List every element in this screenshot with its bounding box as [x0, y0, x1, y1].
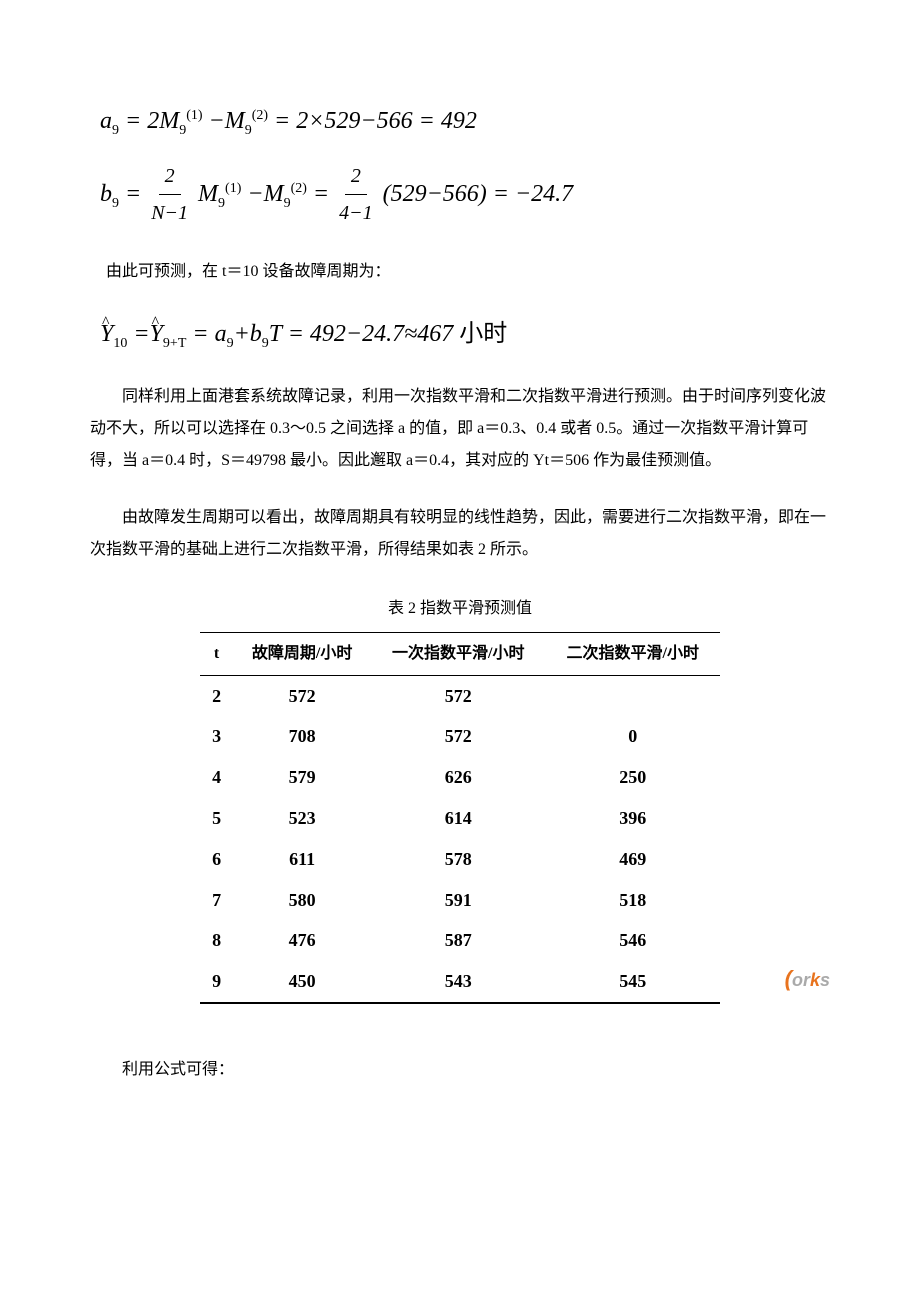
- table-header-row: t 故障周期/小时 一次指数平滑/小时 二次指数平滑/小时: [200, 632, 720, 675]
- table-cell: 518: [546, 880, 721, 921]
- equation-block-1: a9 = 2M9(1) −M9(2) = 2×529−566 = 492 b9 …: [90, 100, 830, 231]
- table-cell: 543: [371, 961, 545, 1003]
- table-cell: 611: [233, 839, 371, 880]
- table-cell: 4: [200, 757, 233, 798]
- table-cell: 2: [200, 675, 233, 716]
- table-cell: 6: [200, 839, 233, 880]
- table-row: 3 708 572 0: [200, 716, 720, 757]
- table-cell: 9: [200, 961, 233, 1003]
- table-cell: 591: [371, 880, 545, 921]
- paragraph-prediction-intro: 由此可预测，在 t＝10 设备故障周期为：: [90, 256, 830, 288]
- equation-b9: b9 = 2 N−1 M9(1) −M9(2) = 2 4−1 (529−566…: [100, 158, 830, 231]
- table-wrapper: t 故障周期/小时 一次指数平滑/小时 二次指数平滑/小时 2 572 572 …: [90, 632, 830, 1004]
- table-row: 2 572 572: [200, 675, 720, 716]
- table-cell: 450: [233, 961, 371, 1003]
- table-cell: 250: [546, 757, 721, 798]
- equation-y10: Y10 =Y9+T = a9+b9T = 492−24.7≈467 小时: [100, 313, 830, 356]
- fraction-denominator: N−1: [145, 195, 194, 231]
- table-cell: 476: [233, 920, 371, 961]
- table-header: 故障周期/小时: [233, 632, 371, 675]
- equation-block-2: Y10 =Y9+T = a9+b9T = 492−24.7≈467 小时: [90, 313, 830, 356]
- table-cell: 8: [200, 920, 233, 961]
- paragraph-formula-intro: 利用公式可得：: [90, 1054, 830, 1086]
- equation-text: (529−566) = −24.7: [383, 173, 574, 216]
- table-caption: 表 2 指数平滑预测值: [90, 596, 830, 622]
- table-cell: 5: [200, 798, 233, 839]
- fraction-numerator: 2: [345, 158, 367, 195]
- table-cell: 572: [371, 716, 545, 757]
- table-header: 二次指数平滑/小时: [546, 632, 721, 675]
- table-row: 6 611 578 469: [200, 839, 720, 880]
- table-cell: 0: [546, 716, 721, 757]
- table-header: 一次指数平滑/小时: [371, 632, 545, 675]
- fraction-numerator: 2: [159, 158, 181, 195]
- paragraph-secondary-smoothing: 由故障发生周期可以看出，故障周期具有较明显的线性趋势，因此，需要进行二次指数平滑…: [90, 502, 830, 566]
- table-cell: 614: [371, 798, 545, 839]
- table-cell: 545: [546, 961, 721, 1003]
- table-cell: 469: [546, 839, 721, 880]
- table-cell: 572: [371, 675, 545, 716]
- table-cell: 708: [233, 716, 371, 757]
- equation-a9: a9 = 2M9(1) −M9(2) = 2×529−566 = 492: [100, 100, 830, 143]
- table-row: 7 580 591 518: [200, 880, 720, 921]
- table-body: 2 572 572 3 708 572 0 4 579 626 250 5 52…: [200, 675, 720, 1003]
- watermark-logo: (orks: [785, 961, 830, 996]
- data-table: t 故障周期/小时 一次指数平滑/小时 二次指数平滑/小时 2 572 572 …: [200, 632, 720, 1004]
- table-cell: 626: [371, 757, 545, 798]
- table-cell: 587: [371, 920, 545, 961]
- table-cell: [546, 675, 721, 716]
- table-row: 8 476 587 546: [200, 920, 720, 961]
- table-row: 9 450 543 545: [200, 961, 720, 1003]
- table-header: t: [200, 632, 233, 675]
- table-cell: 523: [233, 798, 371, 839]
- table-cell: 7: [200, 880, 233, 921]
- table-row: 4 579 626 250: [200, 757, 720, 798]
- table-cell: 579: [233, 757, 371, 798]
- table-cell: 578: [371, 839, 545, 880]
- table-row: 5 523 614 396: [200, 798, 720, 839]
- paragraph-exponential-smoothing: 同样利用上面港套系统故障记录，利用一次指数平滑和二次指数平滑进行预测。由于时间序…: [90, 381, 830, 477]
- fraction-denominator: 4−1: [333, 195, 379, 231]
- table-cell: 580: [233, 880, 371, 921]
- table-cell: 546: [546, 920, 721, 961]
- table-cell: 572: [233, 675, 371, 716]
- table-cell: 396: [546, 798, 721, 839]
- table-cell: 3: [200, 716, 233, 757]
